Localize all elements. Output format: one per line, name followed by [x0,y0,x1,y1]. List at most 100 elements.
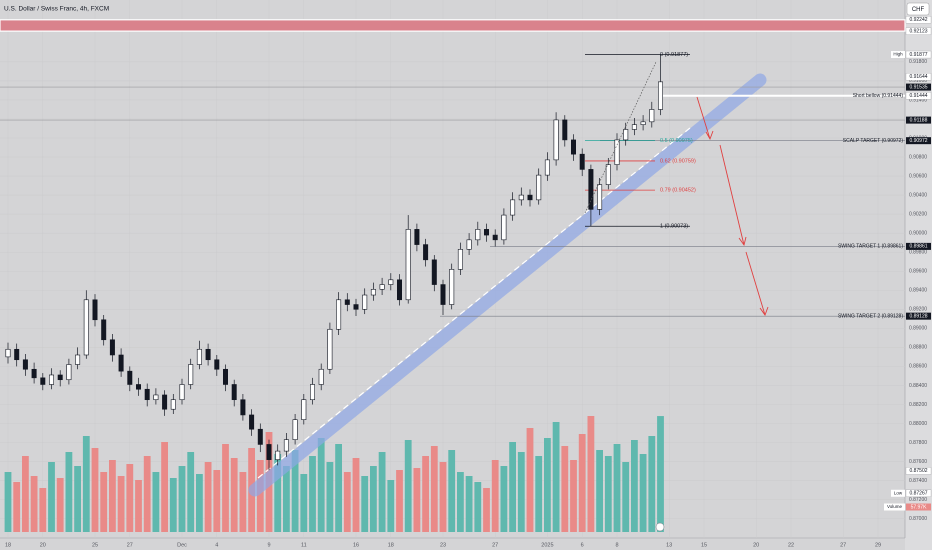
x-tick-label: 11 [301,542,307,548]
candle-body [423,244,429,261]
candle-body [640,121,646,125]
candle-body [5,348,11,358]
volume-bar [587,416,595,532]
candle-body [614,139,620,165]
candle-body [162,394,168,410]
volume-bar [109,460,116,532]
volume-bar [413,468,421,532]
candle-body [457,249,463,270]
y-tick-label: 0.89200 [909,307,927,313]
target-label: SWING TARGET 1 (0.89861) [838,244,903,250]
volume-bar [91,448,99,532]
y-tick-label: 0.89600 [909,269,927,275]
y-tick-label: 0.90200 [909,211,927,217]
fib-connector [584,61,657,214]
y-tick-label: 0.90000 [909,230,927,236]
volume-bar [639,454,647,532]
candle-body [536,174,542,201]
volume-bar [13,482,21,532]
volume-bar [474,482,482,532]
x-tick-label: 20 [40,542,46,548]
candle-body [570,139,576,155]
x-tick-label: 9 [267,542,270,548]
candle-body [40,377,46,385]
volume-bar [352,458,360,532]
candle-body [370,289,376,296]
axis-labels: 0.87000 0.87200 0.87400 0.87600 0.87800 0.880… [5,16,932,548]
volume-bar [457,472,464,532]
volume-bar [631,440,638,532]
candle-body [396,279,402,301]
trend-line [257,127,691,479]
candle-body [275,450,281,460]
y-tick-label: 0.89000 [909,326,927,332]
candle-body [109,339,115,356]
candle-body [466,239,472,250]
candle-body [449,269,455,305]
candle-body [483,229,489,236]
volume-bar [274,454,282,532]
volume-bar [222,444,229,532]
price-label-bg [905,27,932,35]
volume-bar [30,476,38,532]
trend-channel [248,73,767,497]
price-label-bg [906,137,931,145]
candle-body [475,229,481,241]
volume-bar [291,450,299,532]
price-label-bg [905,16,932,24]
volume-bar [187,452,195,532]
volume-bar [82,436,90,532]
candle-body [48,374,54,385]
currency: CHF [912,7,925,13]
candle-body [562,119,568,141]
volume-bar [135,480,142,532]
candle-body [527,194,533,201]
fib-label: 0.5 (0.90975) [660,138,693,144]
candle-body [379,284,385,290]
levels: Short bellow (0.91444) SCALP TARGET (0.90… [0,19,906,319]
candle-body [231,384,237,401]
volume-bar [309,456,316,532]
candle-body [170,399,176,410]
candle-body [292,419,298,440]
x-tick-label: 27 [492,542,498,548]
x-tick-label: 2025 [541,542,553,548]
volume-bar [126,464,134,532]
candle-body [414,229,420,245]
volume-bar [204,462,212,532]
candle-body [553,119,559,161]
y-tick-label: 0.88000 [909,421,927,427]
candle-body [57,374,63,381]
y-tick-label: 0.90400 [909,192,927,198]
candle-body [440,284,446,305]
volume-bar [326,462,334,532]
candle-body [14,348,20,361]
volume-bar [422,456,429,532]
x-tick-label: 15 [701,542,707,548]
time-marker[interactable] [655,522,665,532]
volume-bar [500,466,508,532]
x-tick-label: 27 [840,542,846,548]
price-label: 0.87267 [909,491,927,497]
price-label: 0.87502 [909,468,927,474]
candle-body [205,348,211,361]
volume-bar [230,458,238,532]
volume-bar [483,488,490,532]
price-label-bg [906,116,931,124]
arrow [696,96,714,141]
volume-bar [604,456,612,532]
volume-bar [178,466,186,532]
candle-body [388,279,394,285]
candle-body [597,184,603,210]
candle-body [623,129,629,141]
candle-body [405,229,411,301]
x-tick-label: 4 [215,542,218,548]
volume-bar [361,476,369,532]
candle-body [240,399,246,416]
fib-label: 0.62 (0.90759) [660,158,696,164]
price-tag-bg [891,489,905,497]
x-tick-label: 6 [581,542,584,548]
currency-box[interactable] [906,2,930,16]
volume-bar [343,472,351,532]
